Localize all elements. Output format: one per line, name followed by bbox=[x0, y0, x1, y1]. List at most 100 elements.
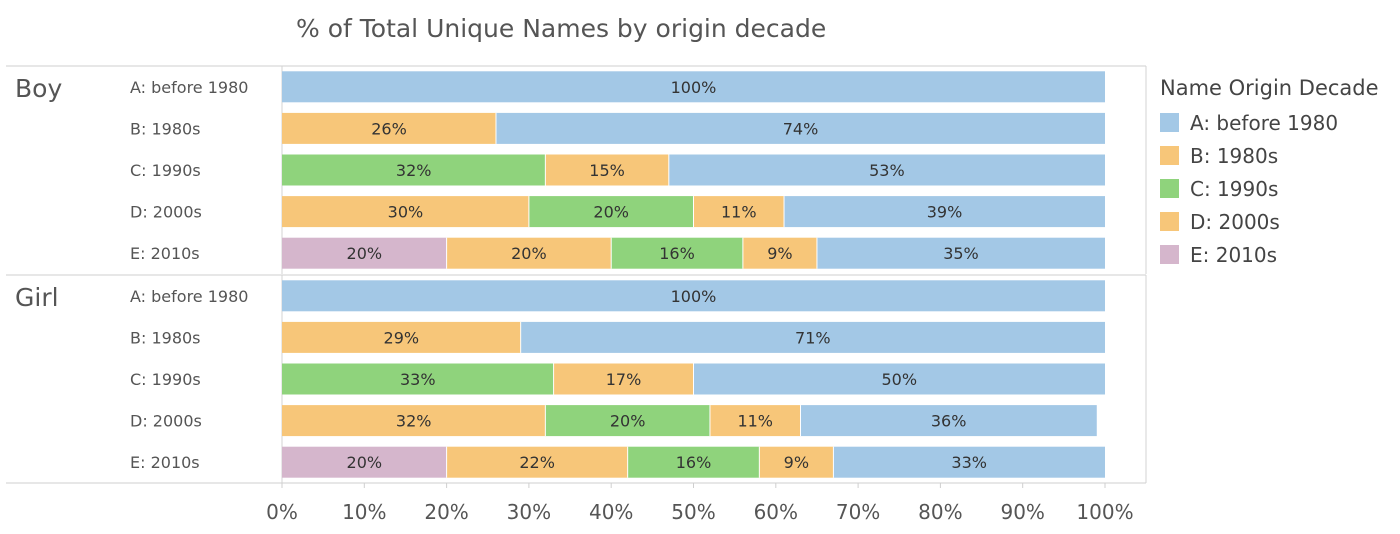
x-tick-label: 0% bbox=[266, 500, 298, 524]
bar-segment bbox=[800, 405, 1097, 437]
row-label: B: 1980s bbox=[130, 119, 201, 138]
data-label: 50% bbox=[881, 370, 917, 389]
data-label: 32% bbox=[396, 412, 432, 431]
bar-segment bbox=[282, 363, 554, 395]
bar-segment bbox=[528, 196, 694, 228]
data-label: 11% bbox=[737, 412, 773, 431]
bar-segment bbox=[668, 154, 1105, 186]
row-label: D: 2000s bbox=[130, 203, 202, 222]
bar-segment bbox=[833, 446, 1105, 478]
x-tick-label: 80% bbox=[918, 500, 962, 524]
data-label: 100% bbox=[671, 78, 717, 97]
row-label: A: before 1980 bbox=[130, 78, 248, 97]
x-tick-label: 30% bbox=[507, 500, 551, 524]
data-label: 30% bbox=[388, 203, 424, 222]
legend-item[interactable]: A: before 1980 bbox=[1160, 106, 1379, 139]
bar-segment bbox=[282, 196, 529, 228]
bar-segment bbox=[282, 154, 546, 186]
data-label: 20% bbox=[347, 244, 383, 263]
bar-segment bbox=[553, 363, 694, 395]
bar-segment bbox=[627, 446, 760, 478]
legend-swatch bbox=[1160, 146, 1179, 165]
bar-segment bbox=[545, 405, 710, 437]
bar-segment bbox=[759, 446, 834, 478]
bar-segment bbox=[545, 154, 669, 186]
bar-segment bbox=[282, 237, 447, 269]
bar-segment bbox=[742, 237, 817, 269]
legend: Name Origin Decade A: before 1980 B: 1980… bbox=[1160, 76, 1379, 271]
bar-segment bbox=[693, 363, 1105, 395]
data-label: 53% bbox=[869, 161, 905, 180]
data-label: 33% bbox=[951, 453, 987, 472]
bar-segment bbox=[520, 321, 1105, 353]
group-label: Boy bbox=[15, 74, 62, 103]
bar-segment bbox=[446, 446, 628, 478]
bar-segment bbox=[693, 196, 785, 228]
x-tick-label: 40% bbox=[589, 500, 633, 524]
x-tick-label: 70% bbox=[836, 500, 880, 524]
row-label: D: 2000s bbox=[130, 412, 202, 431]
data-label: 26% bbox=[371, 119, 407, 138]
data-label: 29% bbox=[384, 328, 420, 347]
chart-title: % of Total Unique Names by origin decade bbox=[296, 14, 827, 43]
bar-segment bbox=[709, 405, 801, 437]
row-label: E: 2010s bbox=[130, 244, 200, 263]
bar-segment bbox=[282, 446, 447, 478]
data-label: 9% bbox=[784, 453, 809, 472]
legend-label: C: 1990s bbox=[1190, 176, 1279, 201]
stacked-bar-chart: Boy A: before 1980 100% B: 1980s 26% 74% C: 19… bbox=[6, 65, 1147, 524]
data-label: 20% bbox=[347, 453, 383, 472]
x-tick-label: 50% bbox=[671, 500, 715, 524]
legend-label: A: before 1980 bbox=[1190, 110, 1339, 135]
data-label: 22% bbox=[519, 453, 555, 472]
legend-label: E: 2010s bbox=[1190, 242, 1278, 267]
legend-label: D: 2000s bbox=[1190, 209, 1280, 234]
legend-title: Name Origin Decade bbox=[1160, 76, 1379, 100]
x-tick-label: 100% bbox=[1076, 500, 1133, 524]
bar-segment bbox=[282, 405, 546, 437]
data-label: 9% bbox=[767, 244, 792, 263]
bar-segment bbox=[282, 280, 1105, 312]
x-tick-label: 60% bbox=[754, 500, 798, 524]
bar-segment bbox=[784, 196, 1105, 228]
data-label: 39% bbox=[927, 203, 963, 222]
bar-segment bbox=[446, 237, 612, 269]
legend-item[interactable]: E: 2010s bbox=[1160, 238, 1379, 271]
data-label: 71% bbox=[795, 328, 831, 347]
legend-item[interactable]: C: 1990s bbox=[1160, 172, 1379, 205]
data-label: 16% bbox=[676, 453, 712, 472]
data-label: 11% bbox=[721, 203, 757, 222]
legend-swatch bbox=[1160, 179, 1179, 198]
legend-swatch bbox=[1160, 245, 1179, 264]
row-label: A: before 1980 bbox=[130, 287, 248, 306]
data-label: 36% bbox=[931, 412, 967, 431]
data-label: 17% bbox=[606, 370, 642, 389]
legend-item[interactable]: B: 1980s bbox=[1160, 139, 1379, 172]
bar-segment bbox=[282, 71, 1105, 103]
row-label: C: 1990s bbox=[130, 161, 201, 180]
bar-segment bbox=[495, 112, 1106, 144]
x-tick-label: 90% bbox=[1000, 500, 1044, 524]
data-label: 20% bbox=[593, 203, 629, 222]
row-label: B: 1980s bbox=[130, 328, 201, 347]
data-label: 74% bbox=[783, 119, 819, 138]
data-label: 16% bbox=[659, 244, 695, 263]
bar-segment bbox=[816, 237, 1105, 269]
data-label: 15% bbox=[589, 161, 625, 180]
x-tick-label: 10% bbox=[342, 500, 386, 524]
data-label: 20% bbox=[511, 244, 547, 263]
data-label: 35% bbox=[943, 244, 979, 263]
data-label: 32% bbox=[396, 161, 432, 180]
x-tick-label: 20% bbox=[424, 500, 468, 524]
legend-swatch bbox=[1160, 212, 1179, 231]
data-label: 20% bbox=[610, 412, 646, 431]
data-label: 33% bbox=[400, 370, 436, 389]
legend-label: B: 1980s bbox=[1190, 143, 1279, 168]
legend-swatch bbox=[1160, 113, 1179, 132]
legend-item[interactable]: D: 2000s bbox=[1160, 205, 1379, 238]
bar-segment bbox=[282, 112, 496, 144]
group-label: Girl bbox=[15, 283, 59, 312]
data-label: 100% bbox=[671, 287, 717, 306]
bar-segment bbox=[611, 237, 743, 269]
